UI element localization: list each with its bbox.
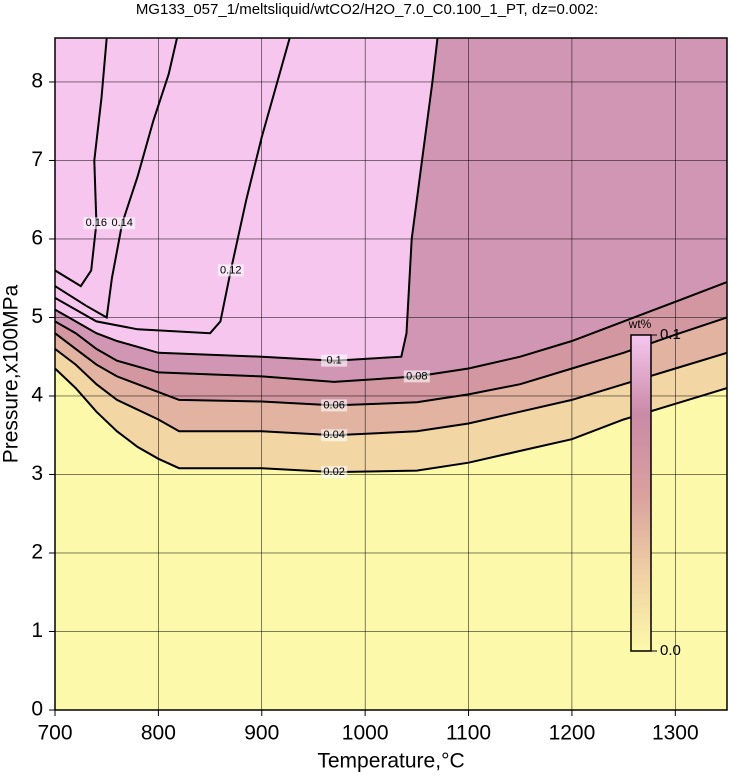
x-tick-label: 1000 bbox=[342, 722, 389, 745]
label-bg bbox=[321, 466, 348, 479]
y-tick-label: 2 bbox=[31, 541, 43, 564]
y-axis-label: Pressure,x100MPa bbox=[0, 284, 23, 463]
x-tick-label: 900 bbox=[244, 722, 279, 745]
plot-frame bbox=[54, 37, 728, 711]
y-tick-label: 7 bbox=[31, 148, 43, 171]
x-tick-label: 700 bbox=[37, 722, 72, 745]
contour-label: 0.02 bbox=[323, 466, 344, 478]
contour-line bbox=[55, 367, 727, 474]
chart-title: MG133_057_1/meltsliquid/wtCO2/H2O_7.0_C0… bbox=[136, 1, 598, 18]
contour-line bbox=[55, 281, 727, 383]
label-bg bbox=[217, 264, 244, 277]
colorbar-label: wt% bbox=[628, 317, 652, 331]
overlay: 700 800 900 1000 1100 1200 1300012345678wt%0.0… bbox=[31, 37, 728, 745]
contour-label: 0.08 bbox=[406, 370, 427, 382]
contour-label: 0.1 bbox=[326, 355, 341, 367]
contour-line bbox=[55, 38, 291, 335]
label-bg bbox=[321, 354, 348, 367]
contour-label: 0.12 bbox=[220, 264, 241, 276]
y-tick-label: 8 bbox=[31, 70, 43, 93]
contour-label: 0.06 bbox=[323, 399, 344, 411]
x-tick-label: 1300 bbox=[652, 722, 699, 745]
x-tick-label: 1200 bbox=[549, 722, 596, 745]
contour-label: 0.14 bbox=[111, 217, 132, 229]
label-bg bbox=[109, 217, 136, 230]
y-tick-label: 6 bbox=[31, 227, 43, 250]
label-bg bbox=[321, 399, 348, 412]
y-tick-label: 1 bbox=[31, 619, 43, 642]
plot-area: 0.02 0.04 0.06 0.08 0.1 0.12 0.14 0.16 bbox=[55, 38, 727, 710]
y-tick-label: 5 bbox=[31, 305, 43, 328]
contour-label: 0.16 bbox=[86, 217, 107, 229]
label-bg bbox=[83, 217, 110, 230]
y-tick-label: 4 bbox=[31, 384, 43, 407]
label-bg bbox=[321, 429, 348, 442]
x-tick-label: 1100 bbox=[446, 722, 491, 745]
colorbar-tick-label: 0.1 bbox=[660, 326, 681, 343]
y-tick-label: 3 bbox=[31, 462, 43, 485]
x-tick-label: 800 bbox=[141, 722, 176, 745]
colorbar-tick-label: 0.0 bbox=[660, 642, 681, 659]
y-tick-label: 0 bbox=[31, 698, 43, 721]
contour-label: 0.04 bbox=[323, 429, 344, 441]
x-axis-label: Temperature,°C bbox=[317, 750, 464, 773]
label-bg bbox=[403, 370, 430, 383]
colorbar bbox=[630, 334, 652, 652]
